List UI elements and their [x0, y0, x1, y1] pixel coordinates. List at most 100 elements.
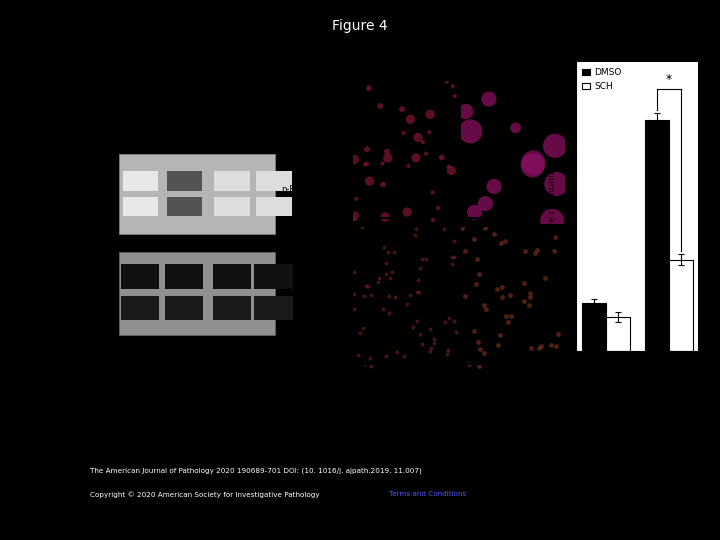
Text: miR-LacZ: miR-LacZ [134, 90, 166, 122]
Point [449, 237, 460, 246]
Point [411, 316, 423, 325]
Point [382, 247, 394, 256]
Point [524, 293, 536, 301]
Point [533, 343, 544, 352]
Point [348, 155, 360, 164]
Point [348, 289, 360, 298]
Point [413, 133, 424, 141]
Point [358, 291, 369, 300]
Point [420, 254, 432, 263]
Point [469, 208, 480, 217]
Point [428, 339, 439, 348]
Point [356, 222, 367, 231]
Point [382, 154, 394, 163]
Point [398, 352, 410, 360]
Point [384, 274, 396, 283]
Point [473, 269, 485, 278]
Bar [215, 172, 250, 191]
Point [425, 347, 436, 355]
Text: SCH: SCH [246, 75, 269, 85]
Point [397, 129, 409, 137]
Point [491, 285, 503, 293]
Point [438, 225, 450, 234]
Point [380, 259, 392, 267]
Point [446, 166, 457, 175]
Text: DMSO: DMSO [336, 141, 344, 169]
Point [459, 247, 471, 255]
Text: ELSEVIER: ELSEVIER [19, 517, 53, 522]
Bar [165, 296, 203, 320]
Point [365, 362, 377, 370]
Point [401, 300, 413, 309]
Text: 🌳: 🌳 [29, 470, 42, 490]
Point [420, 149, 432, 158]
Point [496, 282, 508, 291]
Point [416, 340, 428, 348]
Point [436, 153, 448, 162]
Bar [254, 296, 292, 320]
Point [410, 224, 422, 233]
Bar [254, 264, 292, 289]
Point [347, 215, 359, 224]
Text: p-Erk1/2: p-Erk1/2 [282, 185, 317, 194]
Point [523, 301, 535, 309]
Point [510, 124, 521, 132]
Point [518, 297, 530, 306]
Bar [215, 197, 250, 216]
Point [412, 287, 423, 296]
Point [348, 267, 360, 276]
Point [407, 323, 418, 332]
Point [410, 230, 421, 239]
Point [439, 318, 451, 327]
Point [468, 235, 480, 244]
Point [364, 354, 376, 362]
Point [495, 331, 506, 340]
Bar [669, 260, 693, 351]
Point [449, 316, 460, 325]
Text: Copyright © 2020 American Society for Investigative Pathology: Copyright © 2020 American Society for In… [90, 491, 322, 498]
Point [361, 145, 373, 153]
Point [428, 335, 440, 343]
Bar [167, 197, 202, 216]
Y-axis label: Relative cell number: Relative cell number [547, 160, 557, 253]
Bar [123, 197, 158, 216]
Point [357, 324, 369, 333]
Point [381, 352, 392, 360]
Point [474, 362, 485, 370]
Point [450, 328, 462, 336]
Bar [167, 172, 202, 191]
Text: *: * [666, 73, 672, 86]
Point [483, 94, 495, 103]
Point [531, 246, 543, 254]
Text: miR-431: miR-431 [494, 54, 532, 63]
Bar [121, 264, 159, 289]
Point [446, 260, 458, 268]
Point [381, 147, 392, 156]
Bar [582, 303, 606, 351]
Point [460, 107, 472, 116]
Point [386, 267, 397, 276]
Text: miR-LacZ: miR-LacZ [226, 90, 258, 122]
Text: B: B [307, 60, 319, 75]
Point [480, 199, 491, 208]
Point [546, 217, 558, 225]
Point [349, 212, 361, 220]
Point [441, 77, 453, 86]
Point [414, 330, 426, 339]
Point [505, 312, 517, 320]
Point [488, 182, 500, 191]
Point [363, 282, 374, 291]
Point [480, 224, 491, 232]
Text: A: A [100, 46, 112, 62]
Point [351, 194, 362, 203]
Bar [119, 252, 276, 335]
Point [442, 345, 454, 354]
Point [474, 345, 485, 354]
Point [373, 273, 384, 282]
Point [519, 247, 531, 255]
Point [492, 341, 503, 350]
Bar [212, 264, 251, 289]
Point [527, 161, 539, 170]
Point [550, 342, 562, 350]
Point [427, 216, 438, 225]
